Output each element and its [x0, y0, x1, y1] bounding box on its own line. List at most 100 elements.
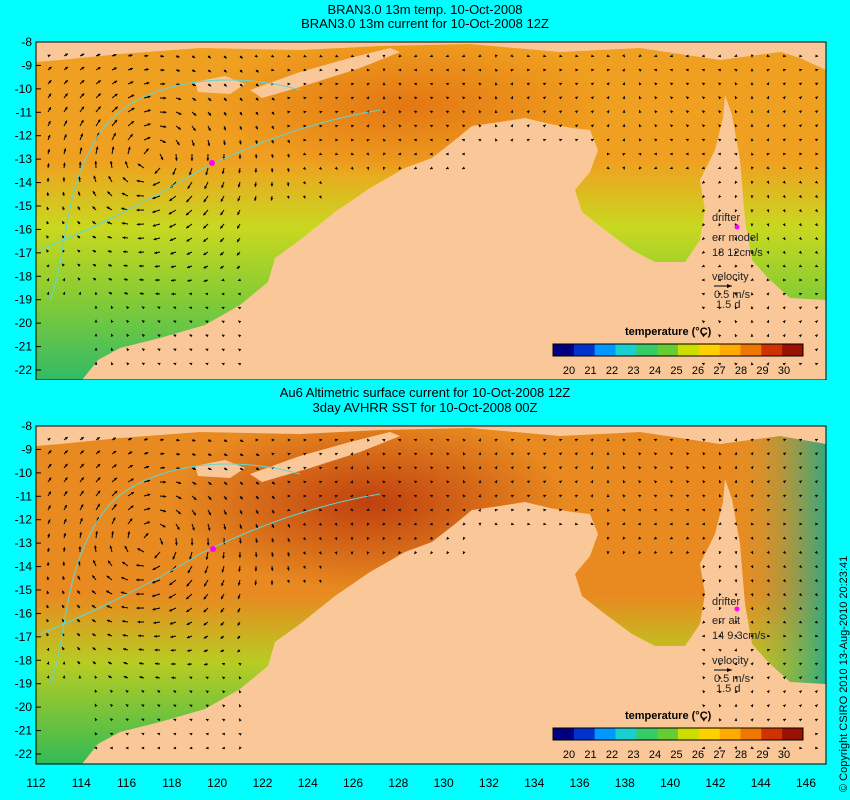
current-vector-head — [271, 452, 275, 456]
current-vector-head — [203, 252, 207, 255]
current-vector-head — [782, 250, 786, 254]
colorbar-segment — [573, 728, 596, 740]
current-vector-head — [766, 124, 769, 128]
current-vector-head — [208, 83, 212, 87]
colorbar-tick-label: 28 — [735, 365, 747, 377]
current-vector-head — [189, 676, 193, 680]
current-vector-head — [622, 166, 626, 170]
current-vector-head — [750, 606, 754, 610]
current-vector-head — [654, 82, 658, 86]
current-vector-head — [145, 148, 149, 152]
x-tick-label: 112 — [26, 776, 46, 790]
current-vector-head — [271, 111, 275, 115]
current-vector-head — [815, 292, 818, 296]
current-vector-head — [154, 251, 158, 255]
current-vector-head — [750, 718, 754, 722]
current-vector-head — [110, 718, 114, 722]
current-vector-head — [622, 522, 626, 525]
current-vector-head — [46, 177, 50, 181]
current-vector-head — [142, 362, 146, 366]
current-vector-head — [718, 320, 722, 324]
y-tick-label: -17 — [15, 630, 33, 644]
current-vector-head — [463, 466, 466, 470]
x-tick-label: 142 — [705, 776, 726, 790]
current-vector-head — [718, 704, 722, 708]
current-vector-head — [622, 68, 625, 72]
current-vector-head — [639, 138, 642, 142]
current-vector-head — [78, 176, 81, 180]
current-vector-head — [203, 279, 207, 282]
current-vector-head — [702, 718, 706, 722]
current-vector-head — [106, 575, 110, 579]
current-vector-head — [606, 466, 610, 469]
current-vector-head — [702, 334, 706, 338]
current-vector-head — [208, 439, 212, 442]
current-vector-head — [782, 690, 786, 694]
current-vector-head — [686, 522, 689, 526]
current-vector-head — [80, 504, 84, 508]
current-vector-head — [62, 675, 66, 679]
current-vector-head — [157, 732, 161, 736]
current-vector-head — [686, 138, 689, 142]
current-vector-head — [382, 522, 386, 526]
current-vector-head — [685, 68, 689, 72]
current-vector-head — [110, 347, 114, 351]
current-vector-head — [398, 508, 401, 512]
current-vector-head — [686, 480, 690, 484]
current-vector-head — [718, 278, 721, 282]
current-vector-head — [510, 96, 513, 100]
current-vector-head — [575, 54, 579, 58]
current-vector-head — [46, 590, 50, 594]
current-vector-head — [590, 509, 594, 512]
current-vector-head — [558, 494, 562, 498]
current-vector-head — [382, 68, 386, 72]
current-vector-head — [47, 120, 51, 124]
current-vector-head — [702, 306, 706, 310]
current-vector-head — [734, 551, 738, 554]
current-vector-head — [526, 494, 530, 498]
current-vector-head — [186, 622, 190, 625]
current-vector-head — [238, 320, 242, 324]
current-vector-head — [142, 320, 145, 324]
current-vector-head — [129, 67, 133, 71]
current-vector-head — [766, 152, 770, 156]
current-vector-head — [186, 596, 190, 600]
current-vector-head — [205, 718, 209, 722]
current-vector-head — [750, 438, 754, 442]
current-vector-head — [152, 594, 156, 597]
current-vector-head — [178, 496, 182, 499]
current-vector-head — [123, 278, 127, 282]
current-vector-head — [114, 106, 118, 110]
panel2-drifter-marker — [210, 546, 216, 552]
current-vector-head — [798, 180, 802, 184]
current-vector-head — [702, 82, 706, 86]
current-vector-head — [173, 704, 177, 708]
current-vector-head — [319, 480, 323, 484]
current-vector-head — [814, 718, 818, 722]
current-vector-head — [221, 334, 225, 338]
current-vector-head — [446, 508, 449, 512]
current-vector-head — [129, 451, 133, 455]
current-vector-head — [510, 138, 513, 142]
current-vector-head — [494, 452, 498, 456]
current-vector-head — [121, 576, 125, 580]
current-vector-head — [782, 592, 786, 596]
current-vector-head — [46, 221, 50, 225]
current-vector-head — [106, 605, 110, 609]
current-vector-head — [319, 438, 323, 442]
current-vector-head — [766, 278, 770, 282]
current-vector-head — [430, 68, 433, 72]
current-vector-head — [494, 110, 498, 114]
current-vector-head — [222, 704, 226, 708]
current-vector-head — [446, 536, 450, 540]
current-vector-head — [221, 171, 225, 175]
current-vector-head — [92, 236, 96, 239]
current-vector-head — [92, 191, 96, 195]
current-vector-head — [287, 438, 291, 442]
current-vector-head — [302, 565, 306, 569]
current-vector-head — [121, 605, 125, 609]
colorbar-segment — [594, 344, 616, 356]
current-vector-head — [112, 517, 116, 521]
current-vector-head — [750, 237, 754, 241]
current-vector-head — [734, 579, 738, 583]
